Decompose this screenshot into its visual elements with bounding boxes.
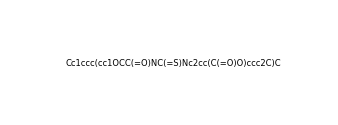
Text: Cc1ccc(cc1OCC(=O)NC(=S)Nc2cc(C(=O)O)ccc2C)C: Cc1ccc(cc1OCC(=O)NC(=S)Nc2cc(C(=O)O)ccc2… — [66, 59, 281, 68]
